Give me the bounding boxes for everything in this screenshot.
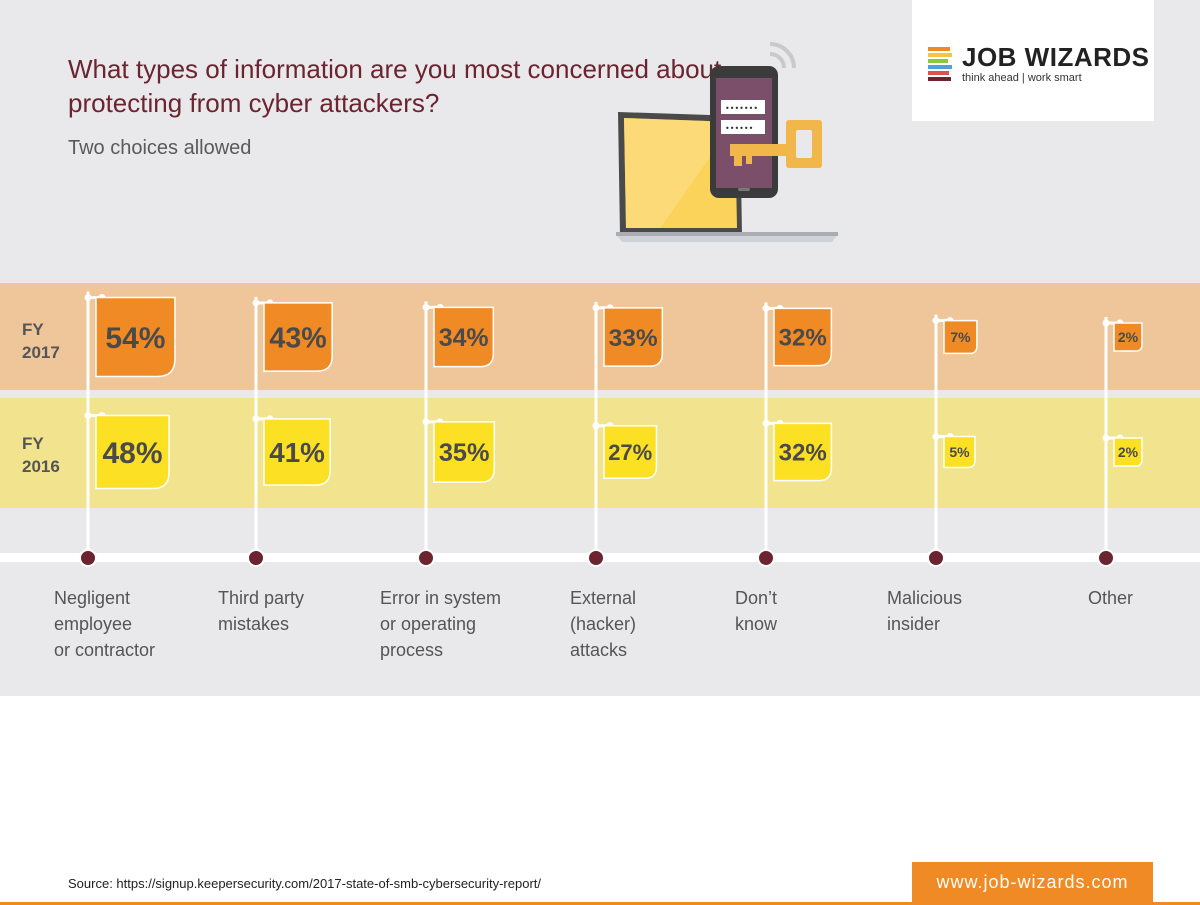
flag-joint-0-1 <box>252 299 260 307</box>
band-divider <box>0 390 1200 398</box>
value-label-2016-2: 35% <box>439 439 490 467</box>
chart-title: What types of information are you most c… <box>68 54 722 118</box>
bar-2016-2 <box>433 421 496 483</box>
laptop-phone-key-illustration: ••••••• •••••• <box>616 42 838 242</box>
fy2017-text: FY 2017 <box>22 320 60 362</box>
category-label-5: Malicious insider <box>887 585 962 637</box>
bar-2017-2 <box>433 306 495 368</box>
source-text: Source: https://signup.keepersecurity.co… <box>68 876 542 891</box>
category-label-line: process <box>380 640 444 660</box>
bar-2016-5 <box>943 435 976 469</box>
category-label-4: Don’t know <box>735 585 777 637</box>
bar-2017-4 <box>773 307 833 367</box>
bar-2017-5 <box>943 319 978 355</box>
axis-dot-2 <box>417 549 435 567</box>
category-label-6: Other <box>1088 585 1133 611</box>
category-label-line: employee <box>54 614 133 634</box>
value-label-2016-0: 48% <box>102 437 162 470</box>
category-label-line: Negligent <box>54 588 131 608</box>
category-label-line: Don’t <box>735 588 778 608</box>
svg-text:••••••: •••••• <box>725 124 753 133</box>
bar-2016-3 <box>603 425 658 479</box>
category-label-2: Error in system or operating process <box>380 585 501 663</box>
category-label-line: or operating <box>380 614 477 634</box>
axis-dot-1 <box>247 549 265 567</box>
bar-2017-3 <box>603 307 664 367</box>
bar-2017-6 <box>1113 322 1143 352</box>
flag-joint-1-0 <box>84 411 92 419</box>
category-label-line: Error in system <box>380 588 502 608</box>
wifi-signal-icon <box>769 52 786 69</box>
svg-text:•••••••: ••••••• <box>725 104 758 113</box>
category-label-line: Other <box>1088 588 1134 608</box>
category-area <box>0 508 1200 696</box>
bar-2016-4 <box>773 422 833 482</box>
bar-2017-1 <box>263 302 333 372</box>
category-label-line: insider <box>887 614 941 634</box>
flag-joint-0-3 <box>592 304 600 312</box>
category-label-line: Third party <box>218 588 305 608</box>
flag-joint-1-6 <box>1102 434 1110 442</box>
category-label-line: mistakes <box>218 614 290 634</box>
flag-joint-1-3 <box>592 422 600 430</box>
value-label-2016-6: 2% <box>1118 444 1139 460</box>
category-label-line: know <box>735 614 778 634</box>
axis-dot-3 <box>587 549 605 567</box>
bar-2016-0 <box>95 414 170 490</box>
value-label-2016-5: 5% <box>949 444 970 460</box>
value-label-2016-3: 27% <box>608 440 652 465</box>
category-label-line: (hacker) <box>570 614 637 634</box>
flag-joint-1-2 <box>422 418 430 426</box>
value-label-2017-6: 2% <box>1118 329 1139 345</box>
website-link[interactable]: www.job-wizards.com <box>912 862 1153 902</box>
category-label-line: or contractor <box>54 640 156 660</box>
bar-2017-0 <box>95 296 176 378</box>
category-label-3: External (hacker) attacks <box>570 585 636 663</box>
axis-dot-4 <box>757 549 775 567</box>
value-label-2016-1: 41% <box>269 437 325 468</box>
category-label-line: attacks <box>570 640 628 660</box>
value-label-2017-0: 54% <box>105 322 165 355</box>
key-icon <box>730 120 822 168</box>
flag-joint-1-5 <box>932 433 940 441</box>
fy2016-band <box>0 398 1200 508</box>
value-label-2017-3: 33% <box>609 325 658 352</box>
chart-svg: 54% 48% 43% 41% 34% 35% 33% 27% 32% 32% 7% 5% 2% 2% <box>79 294 1143 567</box>
logo-tagline: think ahead | work smart <box>962 72 1082 84</box>
fy2017-band <box>0 283 1200 390</box>
flag-joint-0-0 <box>84 294 92 302</box>
category-label-line: Malicious <box>887 588 963 608</box>
fy2016-text: FY 2016 <box>22 434 60 476</box>
category-label-1: Third party mistakes <box>218 585 304 637</box>
bar-2016-6 <box>1113 437 1143 467</box>
logo-name: JOB WIZARDS <box>962 42 1150 72</box>
bar-2016-1 <box>263 418 331 486</box>
flag-joint-0-6 <box>1102 319 1110 327</box>
axis-dot-6 <box>1097 549 1115 567</box>
flag-joint-1-1 <box>252 415 260 423</box>
fy2016-label: FY 2016 <box>22 432 60 478</box>
flag-joint-0-2 <box>422 303 430 311</box>
chart-subtitle: Two choices allowed <box>68 137 252 159</box>
fy2017-label: FY 2017 <box>22 318 60 364</box>
axis-dot-0 <box>79 549 97 567</box>
axis-dot-5 <box>927 549 945 567</box>
value-label-2017-4: 32% <box>779 325 827 352</box>
value-label-2017-5: 7% <box>950 329 971 345</box>
value-label-2017-2: 34% <box>439 324 489 352</box>
flag-joint-1-4 <box>762 419 770 427</box>
value-label-2017-1: 43% <box>269 322 326 354</box>
category-label-0: Negligent employee or contractor <box>54 585 155 663</box>
flag-joint-0-4 <box>762 304 770 312</box>
logo: JOB WIZARDS think ahead | work smart <box>912 0 1154 121</box>
books-stack-icon <box>928 47 952 83</box>
category-label-line: External <box>570 588 637 608</box>
footer-strip <box>0 902 1200 905</box>
value-label-2016-4: 32% <box>779 440 827 467</box>
flag-joint-0-5 <box>932 317 940 325</box>
